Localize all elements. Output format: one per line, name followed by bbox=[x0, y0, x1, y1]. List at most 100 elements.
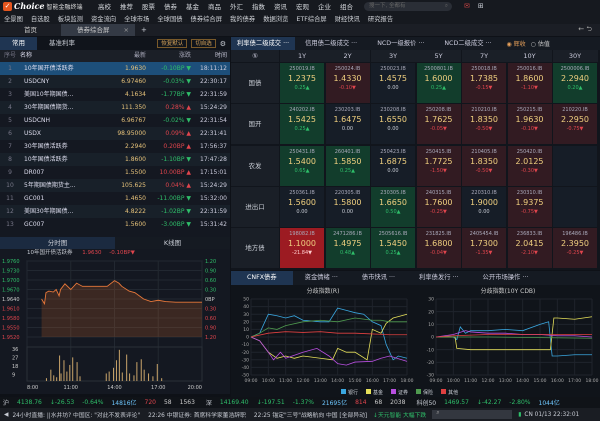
yield-cell[interactable]: 210210.IB 1.8350 -0.50▼ bbox=[462, 104, 506, 145]
yield-cell[interactable]: 236833.IB 2.0415 -2.10▼ bbox=[507, 228, 552, 269]
toolbar-item[interactable]: 全球国债 bbox=[157, 15, 183, 23]
notification-icon[interactable]: ✉ bbox=[464, 2, 470, 10]
index-label[interactable]: 深 bbox=[205, 400, 212, 407]
news-item[interactable]: 24小时直播: ||水井坊? 中国区: "对此不发表评论" bbox=[12, 413, 141, 419]
stock-alert[interactable]: ↓天元智能 大幅下跌 bbox=[373, 413, 427, 419]
subtab-benchmark-rate[interactable]: 基准利率 bbox=[49, 39, 75, 47]
toolbar-item[interactable]: 全景图 bbox=[4, 15, 23, 23]
menu-item[interactable]: 组合 bbox=[340, 3, 353, 11]
news-item[interactable]: 22:25 锚定"三号"战略航向 中国 [全部异动] bbox=[253, 413, 368, 419]
yield-cell[interactable]: 220305.IB 1.5800 0.00 bbox=[325, 186, 370, 227]
table-row[interactable]: 7 30年国债活跃券 2.2940 0.20BP ▲ 17:56:37 bbox=[0, 140, 230, 153]
toolbar-item[interactable]: 板块监测 bbox=[57, 15, 83, 23]
tab-news-2[interactable]: 债市快讯 ··· bbox=[361, 274, 396, 281]
toolbar-item[interactable]: 研究报告 bbox=[367, 15, 394, 23]
news-item[interactable]: 22:26 中银证券: 首席科学家董浩辞职 bbox=[148, 413, 246, 419]
yield-cell[interactable]: 250361.IB 1.5600 0.00 bbox=[280, 186, 324, 227]
table-row[interactable]: 3 美国10年期国债... 4.1634 -1.77BP ▼ 22:31:59 bbox=[0, 88, 230, 101]
toolbar-item[interactable]: 资金流向 bbox=[90, 15, 117, 23]
menu-item[interactable]: 宏观 bbox=[296, 3, 309, 11]
table-row[interactable]: 11 GC001 1.4650 -11.00BP ▼ 15:32:00 bbox=[0, 192, 230, 205]
yield-cell[interactable]: 230203.IB 1.6475 0.00 bbox=[325, 104, 370, 145]
menu-item[interactable]: 债券 bbox=[164, 3, 177, 11]
menu-item[interactable]: 资讯 bbox=[274, 3, 287, 11]
restore-default-button[interactable]: 恢复默认 bbox=[157, 39, 188, 48]
table-row[interactable]: 4 30年期国债期货... 111.350 0.28% ▲ 15:24:29 bbox=[0, 101, 230, 114]
yield-cell[interactable]: 250208.IB 1.7625 -0.05▼ bbox=[416, 104, 461, 145]
tab-news-4[interactable]: 公开市场操作 ··· bbox=[482, 274, 529, 281]
toolbar-item[interactable]: 自选股 bbox=[30, 15, 50, 23]
yield-cell[interactable]: 231825.IB 1.6800 -0.04▼ bbox=[416, 228, 461, 269]
menu-item[interactable]: 外汇 bbox=[230, 3, 243, 11]
yield-cell[interactable]: 2405454.IB 1.7300 -1.35▼ bbox=[462, 228, 506, 269]
yield-cell[interactable]: 210220.IB 2.2950 -0.75▼ bbox=[553, 104, 597, 145]
index-label[interactable]: 科创50 bbox=[416, 400, 437, 407]
yield-cell[interactable]: 2500006.IB 2.2940 0.20▲ bbox=[553, 63, 597, 103]
yield-cell[interactable]: 196486.IB 2.3950 -0.25▼ bbox=[553, 228, 597, 269]
yield-cell[interactable]: 250415.IB 1.7725 -1.50▼ bbox=[416, 145, 461, 186]
yield-cell[interactable]: 240202.IB 1.5425 0.25▲ bbox=[280, 104, 324, 145]
tab-news-3[interactable]: 利率债发行 ··· bbox=[419, 274, 459, 281]
table-row[interactable]: 10 5年期国债期货主... 105.625 0.04% ▲ 15:24:29 bbox=[0, 179, 230, 192]
toolbar-item[interactable]: 财经快讯 bbox=[334, 15, 360, 23]
menu-item[interactable]: 高校 bbox=[98, 3, 111, 11]
settings-icon[interactable]: ⚙ bbox=[219, 39, 226, 48]
yield-cell[interactable]: 250016.IB 1.8600 -1.10▼ bbox=[507, 63, 552, 103]
tab-market-2[interactable]: NCD一级报价 ··· bbox=[377, 40, 425, 47]
yield-cell[interactable]: 210405.IB 1.8350 -0.50▼ bbox=[462, 145, 506, 186]
yield-cell[interactable]: 2471286.IB 1.4975 0.48▲ bbox=[325, 228, 370, 269]
radio-1[interactable]: ○ 估值 bbox=[530, 41, 550, 48]
tab-market-1[interactable]: 信用债二级成交 ··· bbox=[305, 40, 358, 47]
menu-item[interactable]: 基金 bbox=[186, 3, 199, 11]
toolbar-item[interactable]: ETF综合屏 bbox=[296, 15, 327, 23]
yield-cell[interactable]: 198082.IB 1.1000 -21.84▼ bbox=[280, 228, 324, 269]
yield-cell[interactable] bbox=[553, 186, 597, 227]
legend-item[interactable]: 保险 bbox=[416, 389, 433, 397]
yield-cell[interactable]: 220310.IB 1.9000 0.00 bbox=[462, 186, 506, 227]
yield-cell[interactable]: 2500801.IB 1.6000 0.25▲ bbox=[416, 63, 461, 103]
yield-cell[interactable]: 240315.IB 1.7600 -0.25▼ bbox=[416, 186, 461, 227]
apps-grid-icon[interactable]: ⊞ bbox=[477, 2, 484, 10]
radio-0[interactable]: ◉ 辉收 bbox=[506, 41, 526, 48]
menu-item[interactable]: 指数 bbox=[252, 3, 265, 11]
yield-cell[interactable]: 260401.IB 1.5850 0.25▲ bbox=[325, 145, 370, 186]
toolbar-item[interactable]: 我的债券 bbox=[230, 15, 256, 23]
add-tab-icon[interactable]: + bbox=[140, 26, 147, 34]
yield-cell[interactable]: 250019.IB 1.2375 0.25▲ bbox=[280, 63, 324, 103]
tab-intraday[interactable]: 分时图 bbox=[0, 237, 115, 249]
legend-item[interactable]: 基金 bbox=[366, 389, 383, 397]
tab-bond-screen[interactable]: 债券综合屏 × bbox=[61, 24, 135, 36]
menu-item[interactable]: 推荐 bbox=[120, 3, 133, 11]
legend-item[interactable]: 其他 bbox=[441, 389, 458, 397]
yield-cell[interactable]: 250431.IB 1.5400 0.65▲ bbox=[280, 145, 324, 186]
nav-back-icon[interactable]: ← ⮌ bbox=[578, 24, 592, 33]
table-row[interactable]: 5 USDCNH 6.96767 -0.02% ▼ 22:31:54 bbox=[0, 114, 230, 127]
table-row[interactable]: 9 DR007 1.5500 10.00BP ▲ 17:15:01 bbox=[0, 166, 230, 179]
yield-cell[interactable]: 230208.IB 1.6550 0.00 bbox=[371, 104, 415, 145]
table-row[interactable]: 2 USDCNY 6.97460 -0.03% ▼ 22:30:17 bbox=[0, 75, 230, 88]
tab-market-3[interactable]: NCD二级成交 ··· bbox=[444, 40, 492, 47]
menu-item[interactable]: 商品 bbox=[208, 3, 221, 11]
yield-cell[interactable] bbox=[553, 145, 597, 186]
yield-cell[interactable]: 250024.IB 1.4330 -0.10▼ bbox=[325, 63, 370, 103]
switch-watchlist-button[interactable]: 切自选 bbox=[191, 39, 216, 48]
index-label[interactable]: 沪 bbox=[3, 400, 10, 407]
yield-cell[interactable]: 250023.IB 1.4575 0.00 bbox=[371, 63, 415, 103]
yield-cell[interactable]: 250018.IB 1.7385 -0.15▼ bbox=[462, 63, 506, 103]
tab-news-1[interactable]: 资金情绪 ··· bbox=[304, 274, 338, 281]
search-input[interactable]: 搜一下, 全都有 ⌕ bbox=[364, 1, 452, 11]
news-search-input[interactable]: ⌕ bbox=[432, 410, 513, 419]
menu-item[interactable]: 股票 bbox=[142, 3, 155, 11]
yield-cell[interactable]: 230310.IB 1.9375 -0.75▼ bbox=[507, 186, 552, 227]
legend-item[interactable]: 证券 bbox=[391, 389, 408, 397]
tab-news-0[interactable]: CNFX债券 bbox=[231, 271, 293, 285]
close-tab-icon[interactable]: × bbox=[123, 26, 129, 34]
yield-cell[interactable]: 250215.IB 1.9630 -0.10▼ bbox=[507, 104, 552, 145]
toolbar-item[interactable]: 债券综合屏 bbox=[190, 15, 223, 23]
tab-market-0[interactable]: 利率债二级成交 ··· bbox=[231, 37, 296, 50]
yield-cell[interactable]: 230305.IB 1.6650 0.50▲ bbox=[371, 186, 415, 227]
toolbar-item[interactable]: 数据浏览 bbox=[263, 15, 289, 23]
tab-home[interactable]: 首页 bbox=[24, 26, 37, 34]
table-row[interactable]: 1 10年国开债活跃券 1.9630 -0.10BP ▼ 18:11:12 bbox=[0, 62, 230, 75]
subtab-common[interactable]: 常用 bbox=[0, 37, 37, 50]
